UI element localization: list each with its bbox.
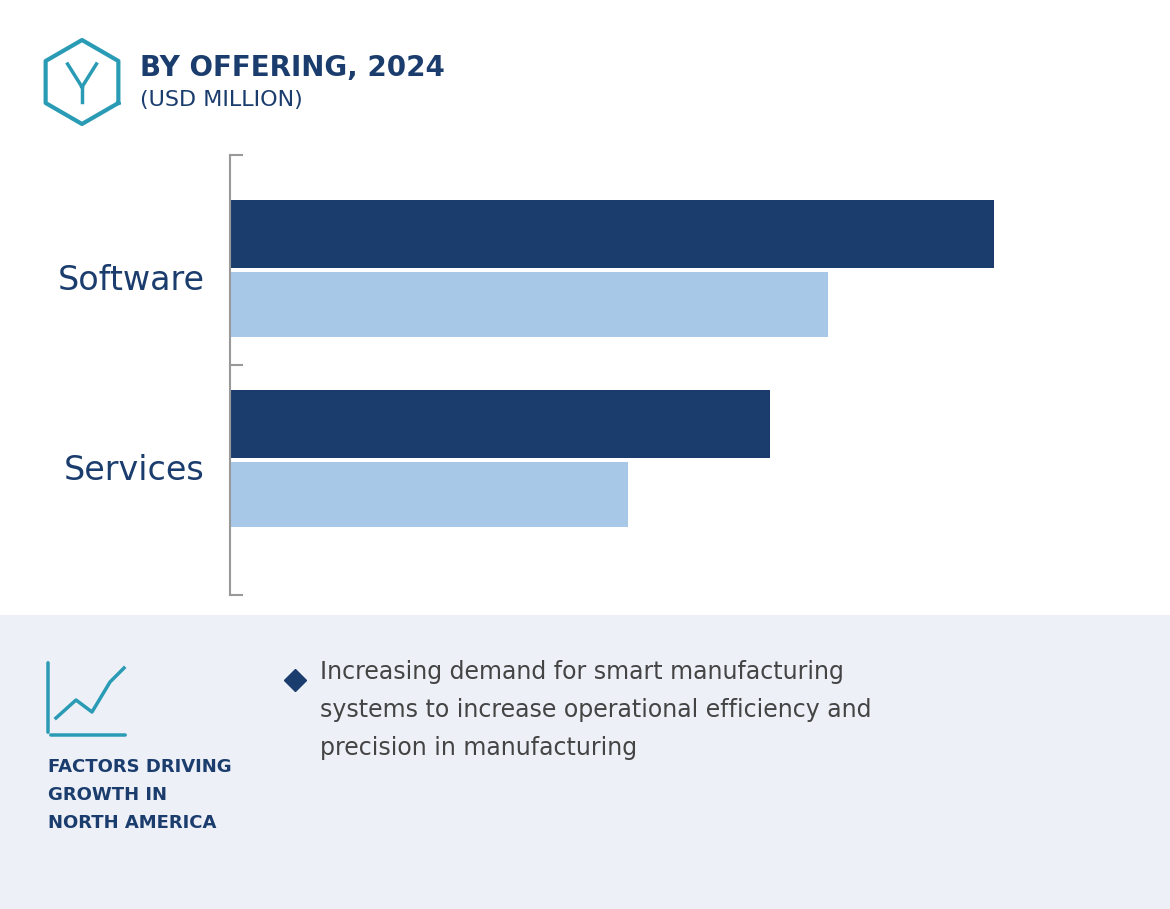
- Text: (USD MILLION): (USD MILLION): [140, 90, 303, 110]
- FancyBboxPatch shape: [230, 200, 993, 268]
- FancyBboxPatch shape: [230, 272, 827, 337]
- FancyBboxPatch shape: [230, 462, 628, 527]
- Text: Increasing demand for smart manufacturing: Increasing demand for smart manufacturin…: [321, 660, 844, 684]
- Text: Services: Services: [64, 454, 205, 486]
- Text: systems to increase operational efficiency and: systems to increase operational efficien…: [321, 698, 872, 722]
- Text: FACTORS DRIVING
GROWTH IN
NORTH AMERICA: FACTORS DRIVING GROWTH IN NORTH AMERICA: [48, 758, 232, 832]
- Text: BY OFFERING, 2024: BY OFFERING, 2024: [140, 54, 445, 82]
- Text: Software: Software: [58, 264, 205, 296]
- FancyBboxPatch shape: [0, 615, 1170, 909]
- Text: precision in manufacturing: precision in manufacturing: [321, 736, 638, 760]
- FancyBboxPatch shape: [230, 390, 770, 458]
